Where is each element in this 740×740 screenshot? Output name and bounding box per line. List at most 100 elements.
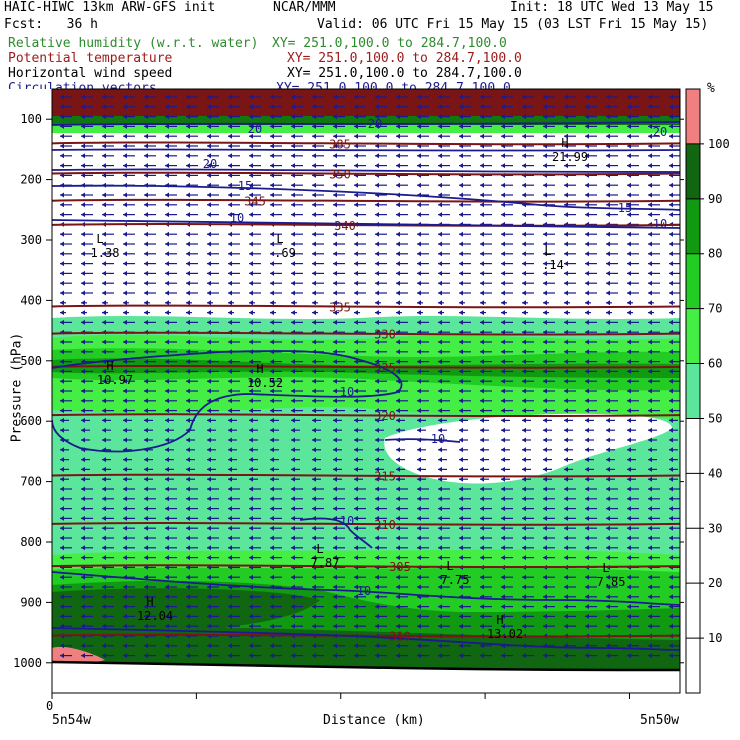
vector-head xyxy=(564,349,568,355)
vector-head xyxy=(60,378,64,384)
vector-head xyxy=(291,143,295,149)
vector-head xyxy=(249,398,253,404)
vector-head xyxy=(333,643,337,649)
vector-head xyxy=(669,300,673,306)
vector-head xyxy=(648,359,652,365)
vector-head xyxy=(270,457,274,463)
vector-head xyxy=(270,241,274,247)
vector-head xyxy=(312,133,316,139)
vector-head xyxy=(606,378,610,384)
vector-head xyxy=(144,506,148,512)
vector-head xyxy=(312,466,316,472)
vector-head xyxy=(165,408,169,414)
vector-head xyxy=(459,447,463,453)
vector-head xyxy=(186,212,190,218)
vector-head xyxy=(228,261,232,267)
vector-head xyxy=(312,398,316,404)
vector-head xyxy=(81,261,85,267)
vector-head xyxy=(564,525,568,531)
vector-head xyxy=(123,535,127,541)
vector-head xyxy=(249,339,253,345)
vector-head xyxy=(102,643,106,649)
wind-label: 10 xyxy=(431,432,445,446)
vector-head xyxy=(249,604,253,610)
vector-head xyxy=(291,163,295,169)
vector-head xyxy=(396,349,400,355)
y-axis-title: Pressure (hPa) xyxy=(9,332,25,443)
vector-head xyxy=(480,319,484,325)
vector-head xyxy=(291,319,295,325)
vector-head xyxy=(102,584,106,590)
vector-head xyxy=(585,623,589,629)
vector-head xyxy=(144,192,148,198)
vector-head xyxy=(396,290,400,296)
vector-head xyxy=(669,623,673,629)
vector-head xyxy=(249,300,253,306)
vector-head xyxy=(438,104,442,110)
wind-label: 10 xyxy=(340,385,354,399)
vector-head xyxy=(249,437,253,443)
vector-head xyxy=(543,398,547,404)
vector-head xyxy=(375,212,379,218)
theta-label: 350 xyxy=(329,168,351,182)
vector-head xyxy=(144,261,148,267)
vector-head xyxy=(207,613,211,619)
vector-head xyxy=(375,182,379,188)
vector-head xyxy=(522,604,526,610)
vector-head xyxy=(228,300,232,306)
vector-head xyxy=(606,310,610,316)
vector-head xyxy=(228,182,232,188)
vector-head xyxy=(291,594,295,600)
vector-head xyxy=(333,104,337,110)
vector-head xyxy=(480,486,484,492)
vector-head xyxy=(396,398,400,404)
dry-pocket xyxy=(384,413,672,484)
vector-head xyxy=(438,506,442,512)
vector-head xyxy=(270,398,274,404)
vector-head xyxy=(501,192,505,198)
vector-head xyxy=(354,623,358,629)
vector-head xyxy=(543,310,547,316)
vector-head xyxy=(501,496,505,502)
vector-head xyxy=(648,417,652,423)
vector-head xyxy=(522,251,526,257)
vector-head xyxy=(333,192,337,198)
extremum-type: L xyxy=(446,559,453,573)
vector-head xyxy=(417,486,421,492)
vector-head xyxy=(249,94,253,100)
vector-head xyxy=(375,388,379,394)
vector-head xyxy=(354,310,358,316)
vector-head xyxy=(501,241,505,247)
vector-head xyxy=(585,388,589,394)
vector-head xyxy=(249,359,253,365)
vector-head xyxy=(648,427,652,433)
vector-head xyxy=(480,437,484,443)
vector-head xyxy=(396,143,400,149)
y-tick-label: 900 xyxy=(20,595,42,609)
wind-label: 20 xyxy=(248,122,262,136)
theta-line xyxy=(52,141,680,146)
vector-head xyxy=(627,261,631,267)
vector-head xyxy=(543,133,547,139)
vector-head xyxy=(123,104,127,110)
vector-head xyxy=(438,525,442,531)
vector-head xyxy=(417,368,421,374)
vector-head xyxy=(543,368,547,374)
vector-head xyxy=(228,310,232,316)
vector-head xyxy=(501,319,505,325)
vector-head xyxy=(81,133,85,139)
vector-head xyxy=(81,251,85,257)
vector-head xyxy=(501,123,505,129)
vector-head xyxy=(228,427,232,433)
vector-head xyxy=(480,290,484,296)
vector-head xyxy=(438,604,442,610)
extremum-value: 12.04 xyxy=(137,609,173,623)
vector-head xyxy=(375,496,379,502)
vector-head xyxy=(396,241,400,247)
vector-head xyxy=(291,545,295,551)
vector-head xyxy=(585,182,589,188)
vector-head xyxy=(438,574,442,580)
vector-head xyxy=(165,104,169,110)
vector-head xyxy=(627,310,631,316)
vector-head xyxy=(501,359,505,365)
